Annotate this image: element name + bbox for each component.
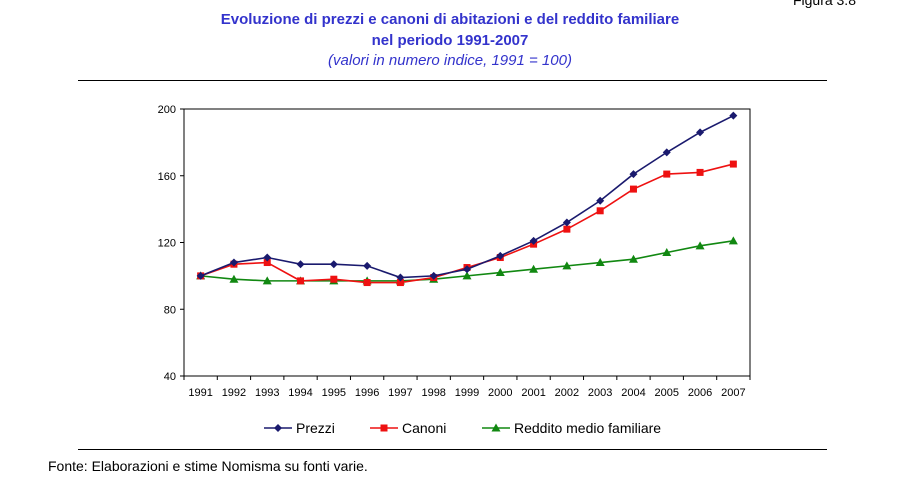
data-point-prezzi [196, 271, 205, 280]
y-tick-label: 120 [158, 238, 176, 250]
data-point-reddito-medio-familiare [529, 264, 539, 273]
data-point-prezzi [562, 218, 571, 227]
data-point-canoni [297, 277, 305, 285]
legend-marker-reddito-medio-familiare [491, 423, 501, 432]
legend-label-reddito-medio-familiare: Reddito medio familiare [514, 420, 661, 436]
data-point-canoni [330, 275, 338, 283]
y-tick-label: 200 [158, 104, 176, 116]
x-tick-label: 1995 [322, 387, 346, 399]
chart-title-line2: nel periodo 1991-2007 [371, 32, 529, 49]
data-point-reddito-medio-familiare [695, 241, 705, 250]
data-point-reddito-medio-familiare [628, 254, 638, 263]
x-tick-label: 2006 [688, 387, 712, 399]
x-tick-label: 1992 [222, 387, 246, 399]
data-point-prezzi [662, 148, 671, 157]
data-point-prezzi [429, 271, 438, 280]
x-tick-label: 1997 [388, 387, 412, 399]
x-tick-label: 1991 [188, 387, 212, 399]
bottom-rule [78, 449, 827, 450]
data-point-reddito-medio-familiare [562, 261, 572, 270]
x-tick-label: 2001 [521, 387, 545, 399]
data-point-prezzi [629, 170, 638, 179]
plot-frame [183, 108, 751, 377]
data-point-canoni [396, 279, 404, 287]
data-point-reddito-medio-familiare [262, 276, 272, 285]
legend-label-prezzi: Prezzi [296, 420, 335, 436]
x-tick-label: 1998 [421, 387, 445, 399]
data-point-prezzi [496, 251, 505, 260]
data-point-reddito-medio-familiare [728, 236, 738, 245]
data-point-reddito-medio-familiare [462, 271, 472, 280]
x-tick-label: 1994 [288, 387, 312, 399]
figure-label: Figura 3.8 [792, 0, 856, 8]
data-point-prezzi [263, 253, 272, 262]
data-point-prezzi [296, 260, 305, 269]
data-point-prezzi [329, 260, 338, 269]
x-tick-label: 1999 [455, 387, 479, 399]
data-point-reddito-medio-familiare [495, 268, 505, 277]
data-point-prezzi [729, 111, 738, 120]
data-point-prezzi [529, 236, 538, 245]
legend-label-canoni: Canoni [402, 420, 446, 436]
y-tick-label: 160 [158, 171, 176, 183]
data-point-canoni [263, 259, 271, 267]
x-tick-label: 2005 [655, 387, 679, 399]
x-tick-label: 1993 [255, 387, 279, 399]
x-tick-label: 1996 [355, 387, 379, 399]
data-point-prezzi [696, 128, 705, 137]
data-point-canoni [596, 207, 604, 215]
data-point-prezzi [596, 196, 605, 205]
source-note: Fonte: Elaborazioni e stime Nomisma su f… [48, 458, 368, 474]
y-tick-label: 80 [164, 304, 176, 316]
legend-marker-canoni [380, 424, 388, 432]
y-tick-label: 40 [164, 371, 176, 383]
x-tick-label: 2000 [488, 387, 512, 399]
data-point-canoni [563, 225, 571, 233]
data-point-canoni [729, 160, 737, 168]
top-rule [78, 80, 827, 81]
data-point-canoni [663, 170, 671, 178]
data-point-reddito-medio-familiare [229, 274, 239, 283]
x-tick-label: 2002 [555, 387, 579, 399]
x-tick-label: 2004 [621, 387, 645, 399]
data-point-reddito-medio-familiare [595, 258, 605, 267]
series-line-prezzi [200, 114, 734, 279]
legend-marker-prezzi [274, 424, 282, 432]
data-point-canoni [696, 168, 704, 176]
x-tick-label: 2007 [721, 387, 745, 399]
data-point-prezzi [229, 258, 238, 267]
x-tick-label: 2003 [588, 387, 612, 399]
data-point-prezzi [396, 273, 405, 282]
data-point-canoni [629, 185, 637, 193]
data-point-prezzi [363, 261, 372, 270]
data-point-reddito-medio-familiare [662, 248, 672, 257]
chart-subtitle: (valori in numero indice, 1991 = 100) [328, 52, 572, 69]
data-point-prezzi [463, 265, 471, 274]
chart-title: Evoluzione di prezzi e canoni di abitazi… [220, 11, 680, 28]
data-point-canoni [363, 279, 371, 287]
